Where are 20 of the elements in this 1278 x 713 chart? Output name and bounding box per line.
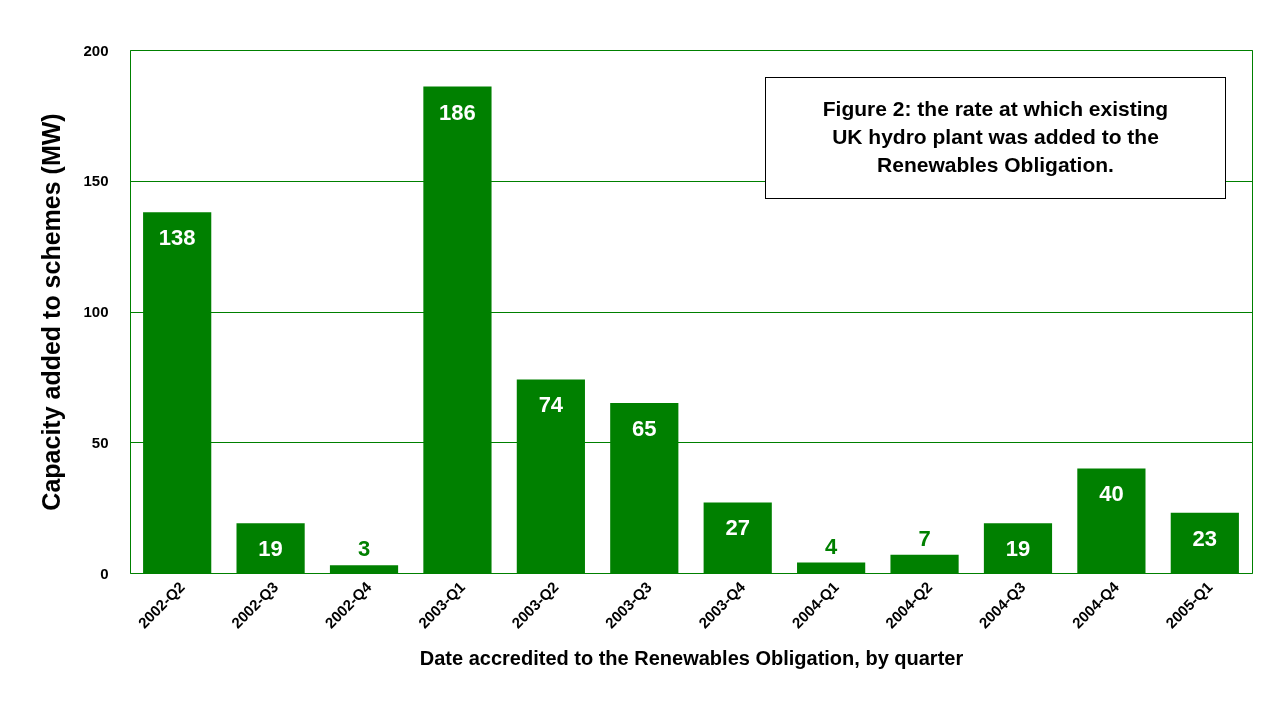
y-tick-label: 150: [83, 172, 109, 190]
data-label: 27: [725, 515, 750, 541]
data-label: 19: [1005, 536, 1031, 562]
data-label: 23: [1192, 525, 1218, 551]
y-tick-label: 200: [83, 41, 109, 59]
x-axis-title: Date accredited to the Renewables Obligation, by quarter: [419, 647, 964, 670]
data-label: 4: [825, 533, 839, 559]
data-label: 138: [158, 225, 196, 251]
data-label: 186: [439, 99, 476, 125]
text: Figure 2: the rate at which existing UK hydro plant was added to the Renewables Obligation.: [821, 96, 1170, 178]
y-tick-label: 50: [91, 433, 109, 451]
data-label: 19: [258, 536, 283, 562]
y-tick-label: 100: [83, 303, 109, 320]
data-label: 74: [538, 392, 564, 418]
data-label: 7: [918, 525, 931, 551]
y-axis-title: Capacity added to schemes (MW): [37, 113, 66, 511]
data-label: 40: [1099, 481, 1124, 507]
data-label: 3: [357, 536, 371, 562]
data-label: 65: [632, 416, 657, 442]
y-tick-label: 0: [100, 564, 109, 582]
